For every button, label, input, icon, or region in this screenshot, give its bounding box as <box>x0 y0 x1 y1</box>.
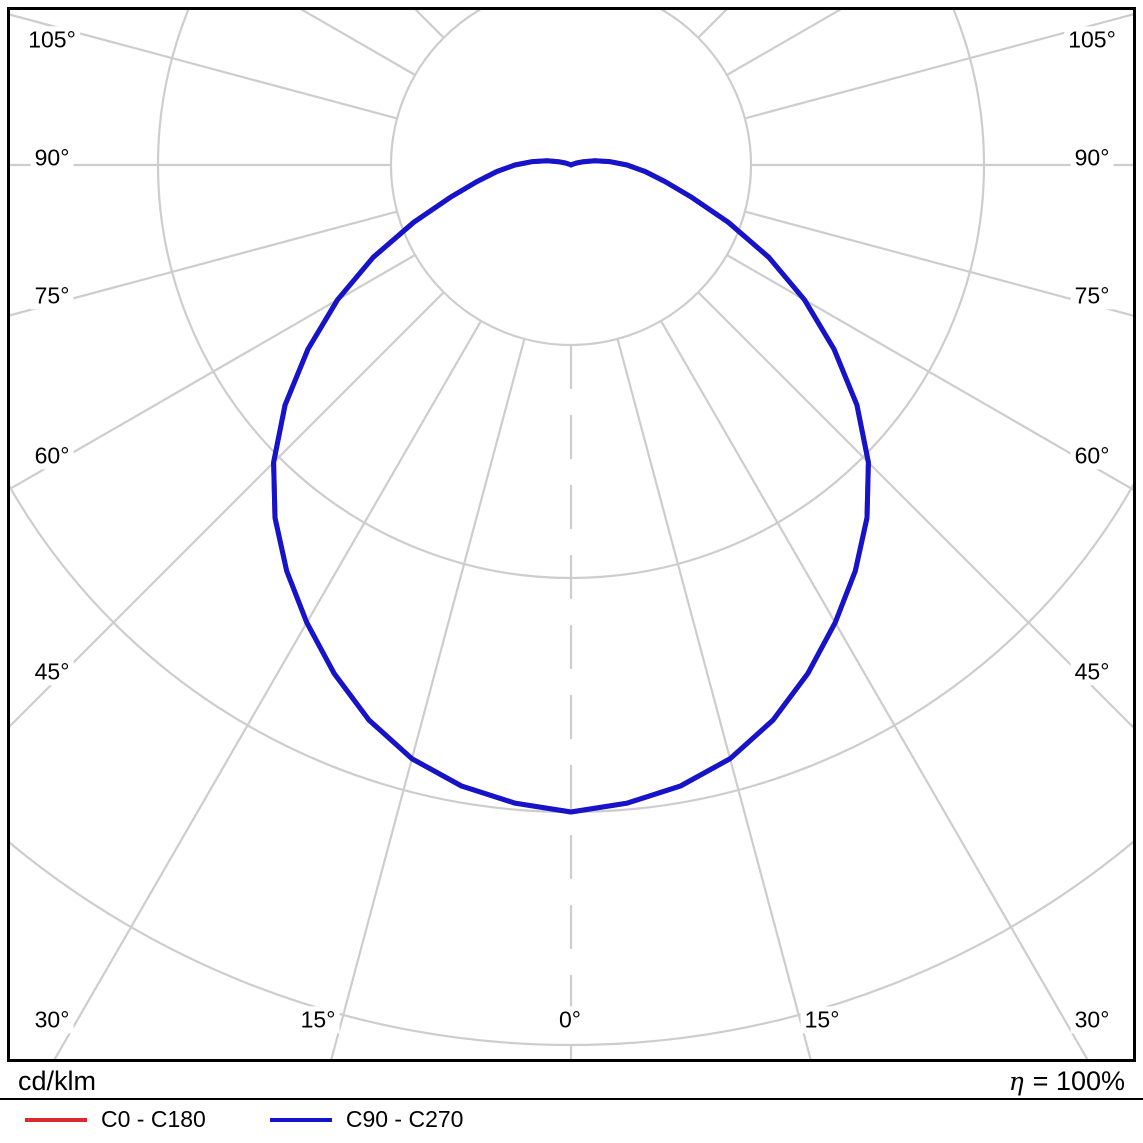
legend-item-c90-c270: C90 - C270 <box>269 1106 464 1133</box>
angle-label-right-75: 75° <box>1070 282 1114 310</box>
angle-label-right-90: 90° <box>1070 144 1114 172</box>
footer-top-row: cd/klm η = 100% <box>18 1066 1125 1097</box>
angle-label-bottom-15: 15° <box>296 1006 340 1034</box>
angle-label-right-45: 45° <box>1070 658 1114 686</box>
angle-label-left-45: 45° <box>30 658 74 686</box>
angle-label-bottom-30: 30° <box>1070 1006 1114 1034</box>
angle-label-left-105: 105° <box>24 26 80 54</box>
angle-label-bottom-30: 30° <box>30 1006 74 1034</box>
legend: C0 - C180 C90 - C270 <box>25 1106 527 1133</box>
legend-item-c0-c180: C0 - C180 <box>25 1106 206 1133</box>
polar-plot-area: 105° 90° 75° 60° 45° 105° 90° 75° 60° 45° 30° 15° 0°… <box>10 10 1133 1059</box>
legend-label-c90-c270: C90 - C270 <box>345 1106 464 1132</box>
angle-label-left-60: 60° <box>30 442 74 470</box>
footer: cd/klm η = 100% C0 - C180 C90 - C270 <box>0 1062 1143 1143</box>
unit-label: cd/klm <box>18 1066 97 1096</box>
legend-label-c0-c180: C0 - C180 <box>101 1106 206 1132</box>
angle-label-left-75: 75° <box>30 282 74 310</box>
angle-label-left-90: 90° <box>30 144 74 172</box>
efficiency-label: η = 100% <box>1009 1066 1125 1097</box>
eta-symbol: η <box>1008 1067 1024 1096</box>
angle-label-bottom-15: 15° <box>800 1006 844 1034</box>
curve-c90-c270 <box>271 158 871 815</box>
c0-c180-line-swatch <box>25 1117 87 1122</box>
angle-label-right-60: 60° <box>1070 442 1114 470</box>
angle-label-right-105: 105° <box>1064 26 1120 54</box>
polar-chart-svg <box>10 10 1133 1059</box>
c90-c270-line-swatch <box>269 1117 332 1122</box>
grid-rays <box>10 10 1133 1059</box>
polar-plot-frame: 105° 90° 75° 60° 45° 105° 90° 75° 60° 45° 30° 15° 0°… <box>7 7 1136 1062</box>
angle-label-bottom-0: 0° <box>555 1006 585 1034</box>
eta-value: = 100% <box>1032 1066 1125 1096</box>
separator-line <box>0 1098 1143 1100</box>
